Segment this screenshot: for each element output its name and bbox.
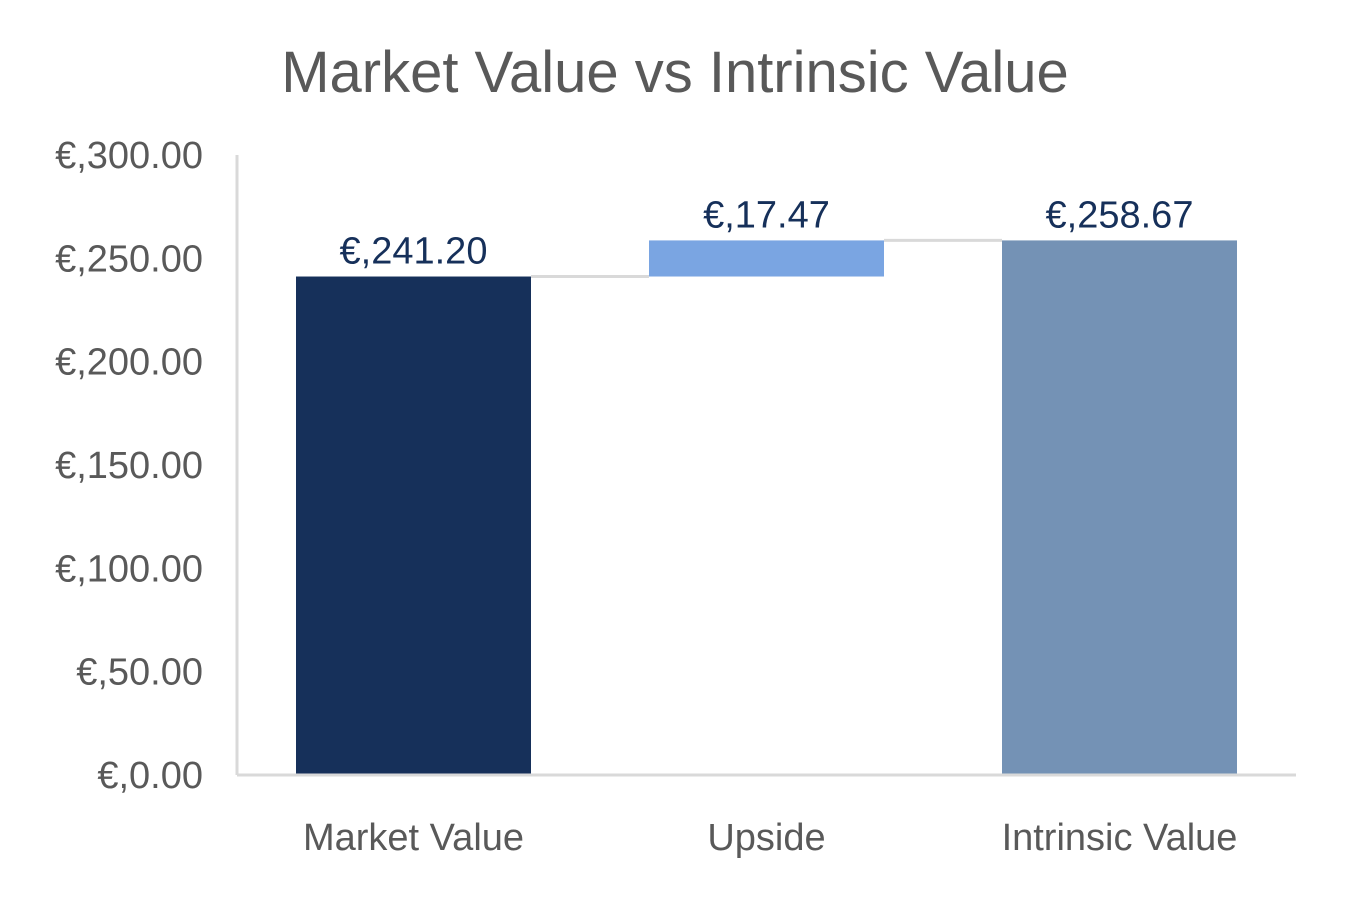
bar	[1002, 240, 1237, 775]
data-labels: €,241.20 €,17.47 €,258.67	[340, 194, 1194, 272]
data-label: €,241.20	[340, 231, 488, 273]
y-tick-label: €,0.00	[97, 755, 203, 797]
data-label: €,258.67	[1046, 194, 1194, 236]
y-tick-label: €,300.00	[55, 135, 203, 177]
x-axis-categories: Market Value Upside Intrinsic Value	[303, 817, 1237, 859]
bar	[649, 240, 884, 277]
chart-title: Market Value vs Intrinsic Value	[281, 40, 1069, 105]
y-tick-label: €,50.00	[76, 652, 203, 694]
x-category-label: Market Value	[303, 817, 524, 859]
data-label: €,17.47	[703, 194, 830, 236]
bars	[296, 240, 1237, 775]
bar	[296, 276, 531, 775]
x-category-label: Intrinsic Value	[1002, 817, 1238, 859]
x-category-label: Upside	[707, 817, 825, 859]
y-axis-ticks: €,0.00 €,50.00 €,100.00 €,150.00 €,200.00 €,2…	[55, 135, 203, 797]
y-tick-label: €,200.00	[55, 342, 203, 384]
y-tick-label: €,250.00	[55, 238, 203, 280]
y-tick-label: €,100.00	[55, 548, 203, 590]
connector-lines	[531, 238, 1002, 279]
y-tick-label: €,150.00	[55, 445, 203, 487]
